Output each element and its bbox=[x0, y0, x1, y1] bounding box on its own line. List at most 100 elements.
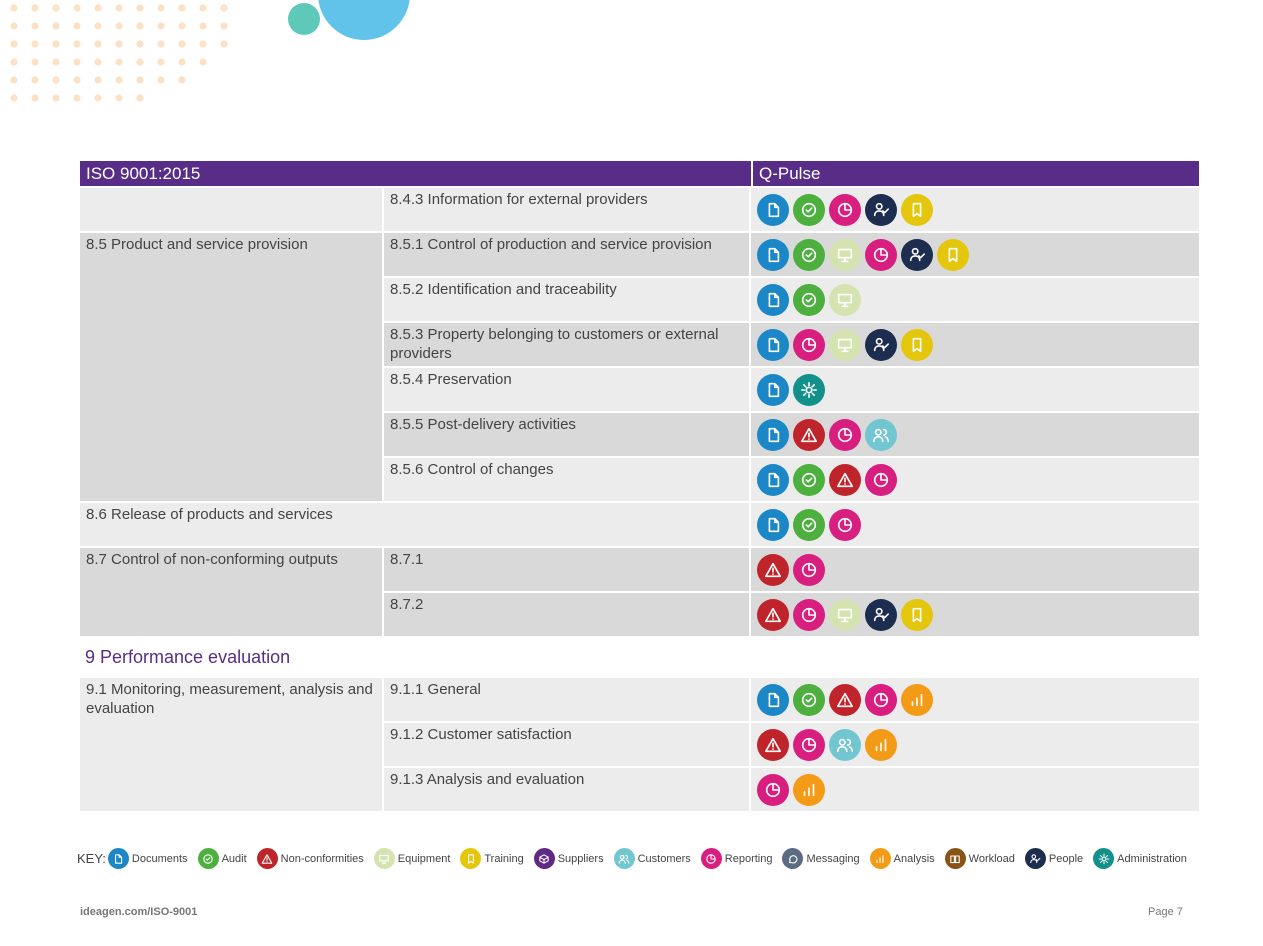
audit-icon bbox=[793, 283, 825, 316]
module-icons bbox=[751, 503, 1199, 546]
page-number: Page 7 bbox=[1148, 906, 1183, 918]
module-icons bbox=[751, 323, 1199, 366]
nonconformities-icon bbox=[793, 418, 825, 451]
table-row: 8.5.6 Control of changes bbox=[384, 456, 1199, 501]
table-row: 9.1.2 Customer satisfaction bbox=[384, 721, 1199, 766]
key-item-workload: Workload bbox=[944, 848, 1015, 869]
equipment-icon bbox=[829, 283, 861, 316]
documents-icon bbox=[107, 848, 129, 869]
key-item-people: People bbox=[1024, 848, 1083, 869]
documents-icon bbox=[757, 418, 789, 451]
table-row: 8.5.1 Control of production and service … bbox=[384, 233, 1199, 276]
documents-icon bbox=[757, 328, 789, 361]
subclause-cell: 8.5.1 Control of production and service … bbox=[384, 233, 751, 276]
audit-icon bbox=[793, 683, 825, 716]
equipment-icon bbox=[373, 848, 395, 869]
table-row: 8.5.2 Identification and traceability bbox=[384, 276, 1199, 321]
key-item-label: Analysis bbox=[893, 852, 935, 865]
reporting-icon bbox=[793, 328, 825, 361]
reporting-icon bbox=[793, 553, 825, 586]
reporting-icon bbox=[865, 683, 897, 716]
customers-icon bbox=[829, 728, 861, 761]
documents-icon bbox=[757, 193, 789, 226]
icon-key-legend: KEY: Documents Audit Non-conformities Equip… bbox=[77, 848, 1197, 869]
footer-url[interactable]: ideagen.com/ISO-9001 bbox=[80, 906, 198, 918]
documents-icon bbox=[757, 508, 789, 541]
section-title: 9 Performance evaluation bbox=[80, 636, 1199, 678]
subclause-cell: 8.5.6 Control of changes bbox=[384, 458, 751, 501]
nonconformities-icon bbox=[829, 463, 861, 496]
subclause-cell: 8.7.2 bbox=[384, 593, 751, 636]
subclause-cell: 8.5.5 Post-delivery activities bbox=[384, 413, 751, 456]
table-row: 9.1.3 Analysis and evaluation bbox=[384, 766, 1199, 811]
subclause-cell: 9.1.2 Customer satisfaction bbox=[384, 723, 751, 766]
reporting-icon bbox=[757, 773, 789, 806]
module-icons bbox=[751, 368, 1199, 411]
clause-cell: 9.1 Monitoring, measurement, analysis an… bbox=[80, 678, 384, 811]
key-item-label: Customers bbox=[637, 852, 691, 865]
module-icons bbox=[751, 768, 1199, 811]
reporting-icon bbox=[793, 598, 825, 631]
analysis-icon bbox=[793, 773, 825, 806]
audit-icon bbox=[793, 238, 825, 271]
analysis-icon bbox=[869, 848, 891, 869]
key-item-label: Audit bbox=[221, 852, 247, 865]
key-item-suppliers: Suppliers bbox=[533, 848, 604, 869]
module-icons bbox=[751, 593, 1199, 636]
training-icon bbox=[460, 848, 482, 869]
people-icon bbox=[901, 238, 933, 271]
clause-group-85: 8.5 Product and service provision 8.5.1 … bbox=[80, 231, 1199, 501]
clause-group-91: 9.1 Monitoring, measurement, analysis an… bbox=[80, 678, 1199, 811]
reporting-icon bbox=[865, 238, 897, 271]
subclause-cell: 9.1.3 Analysis and evaluation bbox=[384, 768, 751, 811]
documents-icon bbox=[757, 463, 789, 496]
reporting-icon bbox=[865, 463, 897, 496]
equipment-icon bbox=[829, 598, 861, 631]
key-item-nonconformities: Non-conformities bbox=[256, 848, 364, 869]
table-header: ISO 9001:2015 Q-Pulse bbox=[80, 161, 1199, 186]
module-icons bbox=[751, 413, 1199, 456]
key-item-reporting: Reporting bbox=[700, 848, 772, 869]
subclause-cell: 8.7.1 bbox=[384, 548, 751, 591]
equipment-icon bbox=[829, 328, 861, 361]
subclause-cell: 8.4.3 Information for external providers bbox=[384, 188, 751, 231]
key-item-administration: Administration bbox=[1093, 848, 1187, 869]
documents-icon bbox=[757, 373, 789, 406]
qpulse-column-header: Q-Pulse bbox=[751, 161, 1199, 186]
reporting-icon bbox=[829, 193, 861, 226]
subclause-cell: 8.5.2 Identification and traceability bbox=[384, 278, 751, 321]
analysis-icon bbox=[865, 728, 897, 761]
table-row: 9.1.1 General bbox=[384, 678, 1199, 721]
key-item-label: Workload bbox=[968, 852, 1015, 865]
clause-cell-empty bbox=[80, 188, 384, 231]
key-item-label: Equipment bbox=[397, 852, 451, 865]
key-item-label: Administration bbox=[1117, 852, 1187, 865]
reporting-icon bbox=[700, 848, 722, 869]
key-item-label: Messaging bbox=[806, 852, 860, 865]
module-icons bbox=[751, 548, 1199, 591]
key-item-documents: Documents bbox=[107, 848, 188, 869]
subclause-cell: 8.5.4 Preservation bbox=[384, 368, 751, 411]
people-icon bbox=[865, 598, 897, 631]
equipment-icon bbox=[829, 238, 861, 271]
iso-mapping-table: ISO 9001:2015 Q-Pulse 8.4.3 Information … bbox=[80, 161, 1199, 811]
decorative-dot-pattern bbox=[10, 0, 410, 102]
table-row: 8.7.1 bbox=[384, 548, 1199, 591]
training-icon bbox=[901, 193, 933, 226]
nonconformities-icon bbox=[757, 553, 789, 586]
reporting-icon bbox=[793, 728, 825, 761]
table-row: 8.7.2 bbox=[384, 591, 1199, 636]
documents-icon bbox=[757, 683, 789, 716]
key-item-training: Training bbox=[460, 848, 524, 869]
key-item-label: Suppliers bbox=[557, 852, 604, 865]
nonconformities-icon bbox=[256, 848, 278, 869]
subclause-cell: 8.5.3 Property belonging to customers or… bbox=[384, 323, 751, 366]
nonconformities-icon bbox=[757, 728, 789, 761]
audit-icon bbox=[197, 848, 219, 869]
customers-icon bbox=[613, 848, 635, 869]
subclause-cell: 9.1.1 General bbox=[384, 678, 751, 721]
iso-column-header: ISO 9001:2015 bbox=[86, 164, 201, 183]
table-row: 8.5.4 Preservation bbox=[384, 366, 1199, 411]
audit-icon bbox=[793, 193, 825, 226]
reporting-icon bbox=[829, 508, 861, 541]
